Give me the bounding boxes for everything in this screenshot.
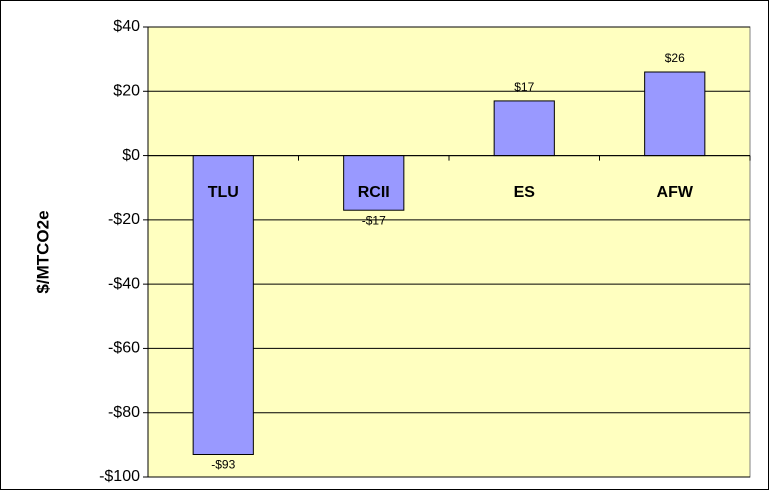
y-tick-label: -$40 (108, 275, 140, 292)
y-tick-label: $0 (122, 147, 140, 164)
bar (493, 100, 555, 157)
y-tick-label: $20 (113, 83, 140, 100)
y-axis-label: $/MTCO2e (33, 210, 52, 293)
category-label: ES (514, 184, 536, 201)
y-tick-label: -$60 (108, 340, 140, 357)
category-label: RCII (358, 184, 390, 201)
y-tick-label: $40 (113, 18, 140, 35)
y-tick-label: -$100 (99, 468, 140, 485)
bar (644, 71, 706, 157)
value-label: $17 (514, 80, 534, 94)
value-label: -$17 (362, 213, 386, 227)
value-label: $26 (665, 51, 685, 65)
bar (343, 155, 405, 211)
bar (192, 155, 254, 455)
category-label: TLU (208, 184, 239, 201)
y-tick-label: -$20 (108, 211, 140, 228)
value-label: -$93 (211, 458, 235, 472)
y-tick-label: -$80 (108, 404, 140, 421)
category-label: AFW (657, 184, 694, 201)
